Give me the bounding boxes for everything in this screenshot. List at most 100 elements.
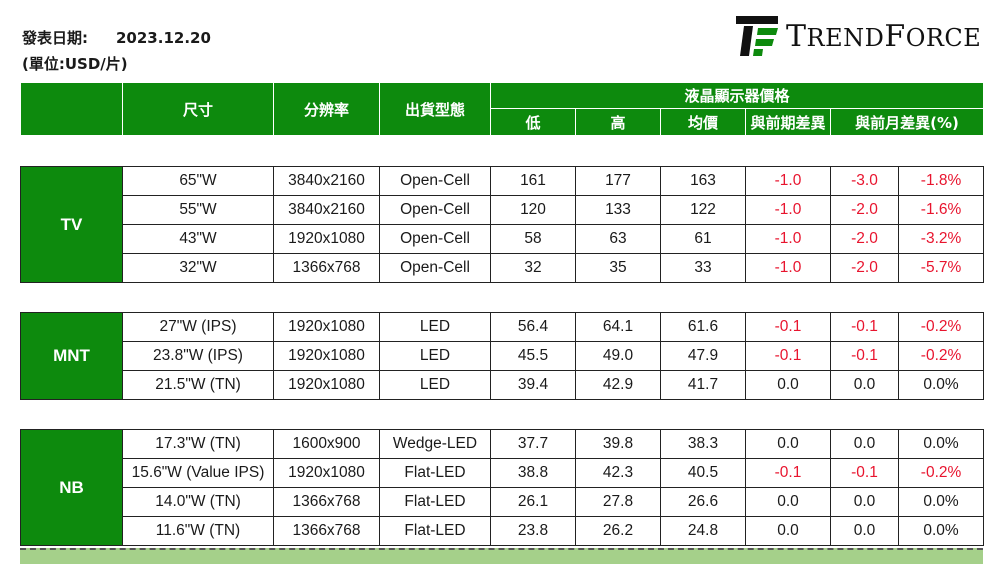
size-cell: 17.3"W (TN) <box>122 429 274 459</box>
size-cell: 14.0"W (TN) <box>122 487 274 517</box>
high-cell: 42.9 <box>575 370 661 400</box>
diff-prev-cell: -0.1 <box>745 458 831 488</box>
low-cell: 120 <box>490 195 576 225</box>
publish-date: 發表日期: 2023.12.20 <box>22 27 211 48</box>
shipment-cell: Flat-LED <box>379 458 491 488</box>
table-row: MNT 27"W (IPS) 1920x1080 LED 56.4 64.1 61.6 -0.… <box>20 312 985 400</box>
header-shipment: 出貨型態 <box>379 82 491 136</box>
high-cell: 27.8 <box>575 487 661 517</box>
category-tv: TV <box>20 166 123 283</box>
low-cell: 32 <box>490 253 576 283</box>
header-price-group: 液晶顯示器價格 <box>489 82 985 109</box>
diff-month-pct-cell: -5.7% <box>897 253 985 283</box>
size-cell: 43"W <box>122 224 274 254</box>
group-spacer <box>20 135 984 167</box>
header-size: 尺寸 <box>122 82 274 136</box>
diff-month-pct-cell: -0.2% <box>897 312 985 342</box>
header-low: 低 <box>490 108 576 136</box>
avg-cell: 40.5 <box>660 458 746 488</box>
size-cell: 23.8"W (IPS) <box>122 341 274 371</box>
avg-cell: 47.9 <box>660 341 746 371</box>
diff-prev-cell: 0.0 <box>745 516 831 546</box>
low-cell: 39.4 <box>490 370 576 400</box>
table-row: 15.6"W (Value IPS) 1920x1080 Flat-LED 38.8 4… <box>21 458 985 488</box>
shipment-cell: LED <box>379 370 491 400</box>
resolution-cell: 1920x1080 <box>273 370 380 400</box>
diff-prev-cell: -1.0 <box>745 253 831 283</box>
avg-cell: 41.7 <box>660 370 746 400</box>
diff-prev-cell: 0.0 <box>745 487 831 517</box>
diff-prev-cell: 0.0 <box>745 370 831 400</box>
resolution-cell: 1366x768 <box>273 487 380 517</box>
diff-prev-cell: -1.0 <box>745 224 831 254</box>
avg-cell: 38.3 <box>660 429 746 459</box>
size-cell: 21.5"W (TN) <box>122 370 274 400</box>
size-cell: 32"W <box>122 253 274 283</box>
high-cell: 49.0 <box>575 341 661 371</box>
diff-month-pct-cell: -0.2% <box>897 458 985 488</box>
table-row: NB 17.3"W (TN) 1600x900 Wedge-LED 37.7 39.8 38… <box>20 429 985 546</box>
resolution-cell: 1366x768 <box>273 516 380 546</box>
size-cell: 55"W <box>122 195 274 225</box>
diff-prev-cell: -0.1 <box>745 312 831 342</box>
shipment-cell: Flat-LED <box>379 516 491 546</box>
publish-date-value: 2023.12.20 <box>116 29 211 47</box>
diff-month-pct-cell: -3.2% <box>897 224 985 254</box>
header-diff-prev: 與前期差異 <box>745 108 831 136</box>
high-cell: 177 <box>575 166 661 196</box>
table-row: 55"W 3840x2160 Open-Cell 120 133 122 -1.0 -2.0-… <box>21 195 985 225</box>
low-cell: 45.5 <box>490 341 576 371</box>
diff-month-cell: 0.0 <box>830 429 899 459</box>
diff-month-cell: 0.0 <box>830 487 899 517</box>
logo-text: TRENDFORCE <box>786 18 982 54</box>
resolution-cell: 1920x1080 <box>273 224 380 254</box>
shipment-cell: Open-Cell <box>379 166 491 196</box>
diff-month-pct-cell: 0.0% <box>897 487 985 517</box>
high-cell: 39.8 <box>575 429 661 459</box>
resolution-cell: 1366x768 <box>273 253 380 283</box>
table-row: 14.0"W (TN) 1366x768 Flat-LED 26.1 27.8 26.6 0… <box>21 487 985 517</box>
avg-cell: 122 <box>660 195 746 225</box>
header-avg: 均價 <box>660 108 746 136</box>
high-cell: 133 <box>575 195 661 225</box>
footer-bar <box>20 548 983 564</box>
avg-cell: 163 <box>660 166 746 196</box>
header-blank <box>20 82 123 136</box>
shipment-cell: Open-Cell <box>379 195 491 225</box>
table-row: TV 65"W 3840x2160 Open-Cell 161 177 163 -1.0 -3.… <box>20 166 985 283</box>
low-cell: 58 <box>490 224 576 254</box>
avg-cell: 24.8 <box>660 516 746 546</box>
table-row: 23.8"W (IPS) 1920x1080 LED 45.5 49.0 47.9 -0.1… <box>21 341 985 371</box>
header-resolution: 分辨率 <box>273 82 380 136</box>
diff-prev-cell: -0.1 <box>745 341 831 371</box>
diff-month-cell: 0.0 <box>830 370 899 400</box>
high-cell: 64.1 <box>575 312 661 342</box>
publish-date-label: 發表日期: <box>22 29 88 47</box>
avg-cell: 61 <box>660 224 746 254</box>
diff-month-cell: -0.1 <box>830 341 899 371</box>
high-cell: 26.2 <box>575 516 661 546</box>
low-cell: 38.8 <box>490 458 576 488</box>
high-cell: 42.3 <box>575 458 661 488</box>
low-cell: 23.8 <box>490 516 576 546</box>
category-mnt: MNT <box>20 312 123 400</box>
diff-month-cell: -2.0 <box>830 224 899 254</box>
diff-month-cell: -2.0 <box>830 253 899 283</box>
unit-label: (單位:USD/片) <box>22 55 128 73</box>
high-cell: 35 <box>575 253 661 283</box>
table-row: 32"W 1366x768 Open-Cell 32 35 33 -1.0 -2.0 -5.7% <box>21 253 985 283</box>
avg-cell: 26.6 <box>660 487 746 517</box>
high-cell: 63 <box>575 224 661 254</box>
size-cell: 15.6"W (Value IPS) <box>122 458 274 488</box>
group-spacer <box>20 282 984 313</box>
diff-month-pct-cell: -0.2% <box>897 341 985 371</box>
shipment-cell: LED <box>379 341 491 371</box>
price-table: 尺寸 分辨率 出貨型態 液晶顯示器價格 低 高 均價 與前期差異 與前月差異(%… <box>20 82 985 558</box>
diff-month-cell: -0.1 <box>830 458 899 488</box>
trendforce-logo-icon <box>736 16 778 56</box>
diff-month-cell: 0.0 <box>830 516 899 546</box>
diff-month-pct-cell: 0.0% <box>897 516 985 546</box>
diff-month-pct-cell: 0.0% <box>897 370 985 400</box>
diff-month-pct-cell: -1.8% <box>897 166 985 196</box>
diff-prev-cell: -1.0 <box>745 166 831 196</box>
